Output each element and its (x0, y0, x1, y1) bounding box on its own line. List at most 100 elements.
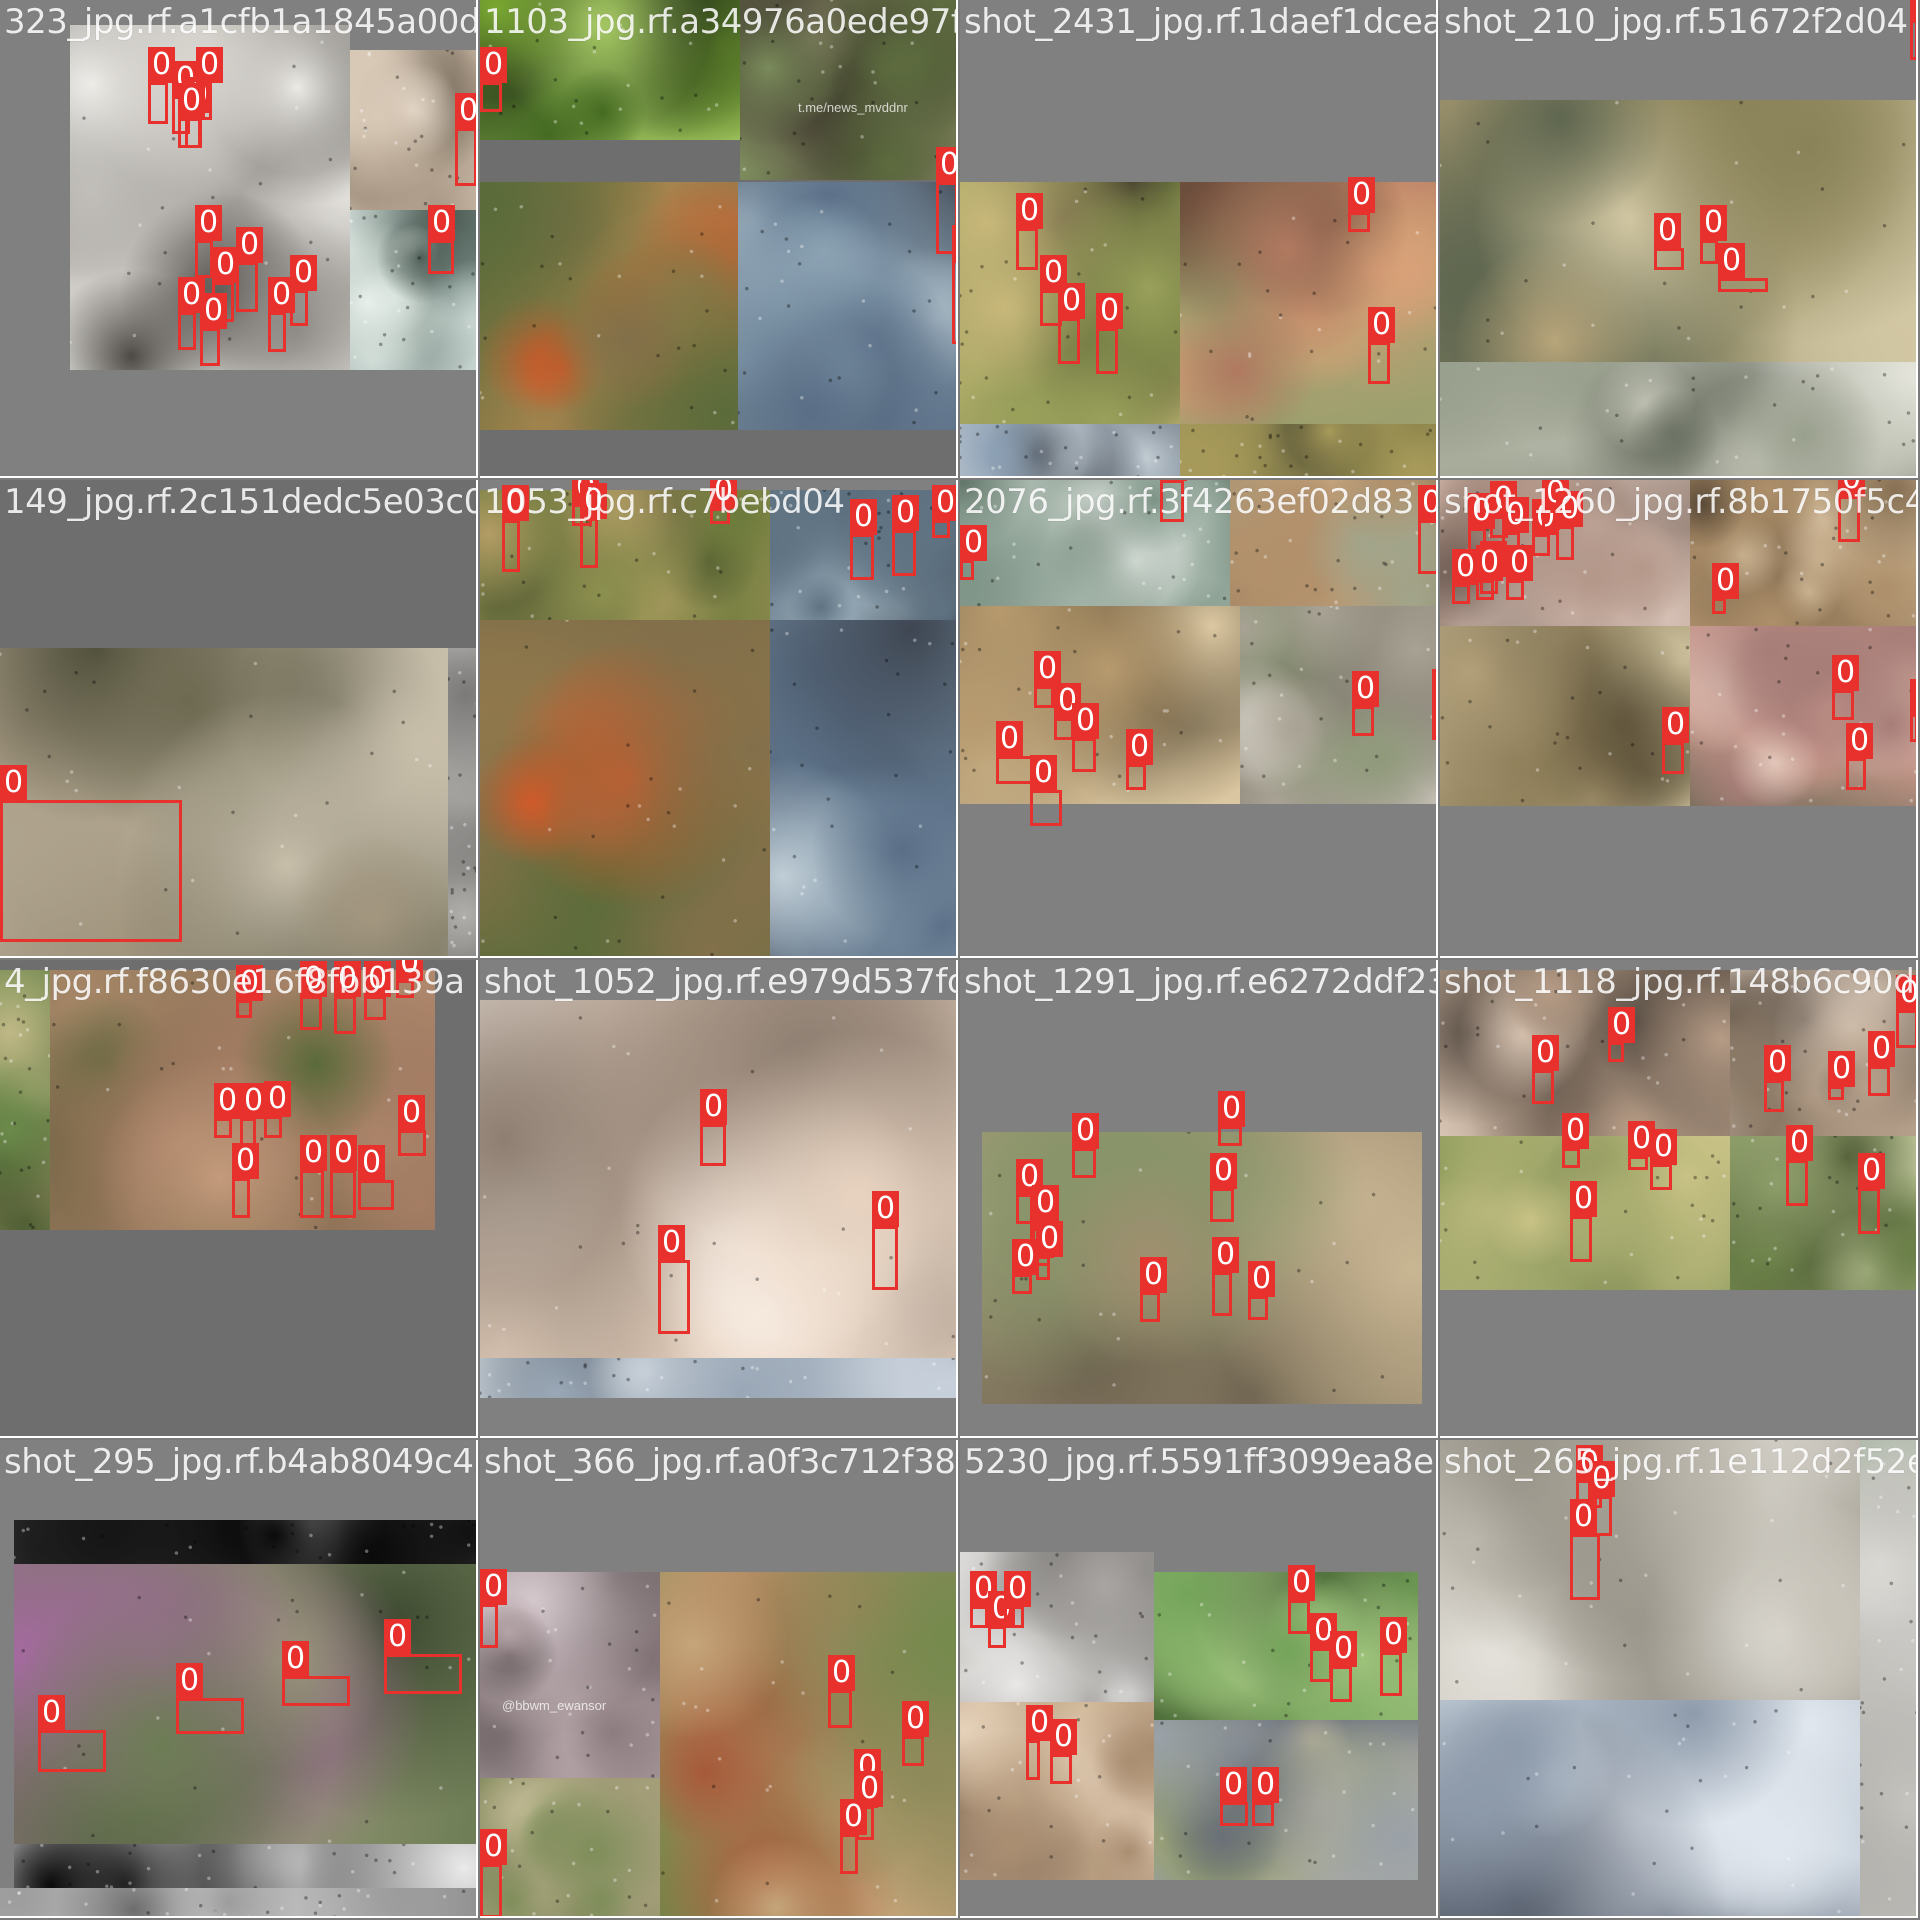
class-label: 0 (1016, 193, 1043, 229)
detection-box: 0 (240, 1083, 267, 1148)
detection-box: 0 (428, 205, 455, 274)
detection-box: 0 (1252, 1767, 1279, 1826)
aerial-photo-crop (1154, 1572, 1418, 1720)
class-label: 0 (1562, 1113, 1589, 1149)
class-label: 0 (1858, 1153, 1885, 1189)
aerial-photo-crop (1180, 182, 1436, 424)
detection-box: 0 (1700, 205, 1727, 264)
detection-box: 0 (176, 1663, 244, 1734)
class-label: 0 (176, 1663, 203, 1699)
aerial-photo-crop (1440, 970, 1730, 1136)
class-label: 0 (1832, 655, 1859, 691)
class-label: 0 (1764, 1045, 1791, 1081)
detection-box: 0 (952, 225, 956, 344)
class-label: 0 (936, 147, 956, 183)
detection-box: 0 (1248, 1261, 1275, 1320)
detection-box: 0 (988, 1591, 1015, 1648)
detection-box: 0 (902, 1701, 929, 1766)
class-label: 0 (212, 247, 239, 283)
class-label: 0 (1352, 671, 1379, 707)
aerial-photo-crop (1440, 362, 1916, 476)
class-label: 0 (1432, 669, 1436, 705)
detection-box: 0 (300, 961, 327, 1030)
class-label: 0 (1072, 1113, 1099, 1149)
tile-filename: 149_jpg.rf.2c151dedc5e03c0 (4, 482, 478, 522)
detection-box: 0 (1846, 723, 1873, 790)
tile-filename: shot_2431_jpg.rf.1daef1dcea32ae240d (964, 2, 1436, 42)
detection-box: 0 (1030, 755, 1062, 826)
detection-box: 0 (1838, 480, 1865, 542)
aerial-photo-crop (1240, 606, 1436, 804)
class-label: 0 (1712, 563, 1739, 599)
tile-filename: shot_295_jpg.rf.b4ab8049c45 (4, 1442, 478, 1482)
class-label: 0 (264, 1081, 291, 1117)
detection-box: 0 (200, 293, 227, 366)
detection-box: 0 (1310, 1613, 1337, 1682)
detection-box: 0 (195, 205, 222, 278)
detection-box: 0 (38, 1695, 106, 1772)
class-label: 0 (828, 1655, 855, 1691)
detection-box: 0 (1562, 1113, 1589, 1168)
aerial-photo-crop (738, 182, 956, 430)
detection-box: 0 (480, 1829, 507, 1916)
detection-box: 0 (236, 227, 263, 312)
detection-box: 0 (455, 93, 476, 186)
class-label: 0 (1210, 1153, 1237, 1189)
aerial-photo-crop (0, 1888, 476, 1916)
class-label: 0 (1662, 707, 1689, 743)
detection-box: 0 (1910, 679, 1916, 742)
class-label: 0 (1248, 1261, 1275, 1297)
aerial-photo-crop (480, 182, 738, 430)
detection-box: 0 (1832, 655, 1859, 720)
class-label: 0 (330, 1135, 357, 1171)
detection-box: 0 (300, 1135, 327, 1218)
class-label: 0 (236, 965, 263, 1001)
tile-filename: shot_1052_jpg.rf.e979d537fd3 (484, 962, 958, 1002)
detection-box: 0 (1570, 1499, 1600, 1600)
aerial-photo-crop (960, 480, 1230, 606)
detection-box: 0 (1786, 1125, 1813, 1206)
class-label: 0 (1380, 1617, 1407, 1653)
class-label: 0 (872, 1191, 899, 1227)
detection-box: 0 (1654, 213, 1684, 270)
class-label: 0 (196, 47, 223, 83)
class-label: 0 (1212, 1237, 1239, 1273)
detection-box: 0 (1072, 1113, 1099, 1178)
detection-box: 0 (264, 1081, 291, 1138)
class-label: 0 (1700, 205, 1727, 241)
mosaic-tile: 0 0 0 0 shot_295_jpg.rf.b4ab8049c45 (0, 1440, 478, 1918)
class-label: 0 (396, 960, 423, 981)
detection-box: 0 (1330, 1631, 1357, 1702)
class-label: 0 (300, 961, 327, 997)
detection-box: 0 (1348, 177, 1375, 232)
aerial-photo-crop (480, 1358, 956, 1398)
class-label: 0 (38, 1695, 65, 1731)
mosaic-tile: 000000shot_2431_jpg.rf.1daef1dcea32ae240… (960, 0, 1438, 478)
mosaic-tile: 000000000002076_jpg.rf.3f4263ef02d83 (960, 480, 1438, 958)
class-label: 0 (1252, 1767, 1279, 1803)
detection-box: 0 (282, 1641, 350, 1706)
detection-box: 0 (1012, 1239, 1039, 1294)
class-label: 0 (200, 293, 227, 329)
class-label: 0 (398, 1095, 425, 1131)
detection-box: 0 (178, 83, 205, 148)
class-label: 0 (1910, 0, 1916, 21)
class-label: 0 (502, 485, 529, 521)
aerial-photo-crop (14, 1520, 476, 1564)
class-label: 0 (1160, 480, 1187, 481)
mosaic-tile: 0 0 0 0 0 0 0 0 0 0 0 0 0 4_jpg.rf.f8630e16f8fbb139a (0, 960, 478, 1438)
aerial-photo-crop (480, 1778, 660, 1916)
aerial-photo-crop (480, 620, 770, 956)
tile-filename: 5230_jpg.rf.5591ff3099ea8e23 (964, 1442, 1438, 1482)
aerial-photo-crop (480, 0, 740, 140)
class-label: 0 (1072, 703, 1099, 739)
class-label: 0 (1140, 1257, 1167, 1293)
detection-box: 0 (1058, 283, 1085, 364)
class-label: 0 (148, 47, 175, 83)
aerial-photo-crop (14, 1844, 476, 1888)
detection-box: 0 (1506, 545, 1533, 600)
tile-filename: shot_1291_jpg.rf.e6272ddf23 (964, 962, 1438, 1002)
detection-box: 0 (1452, 549, 1479, 604)
